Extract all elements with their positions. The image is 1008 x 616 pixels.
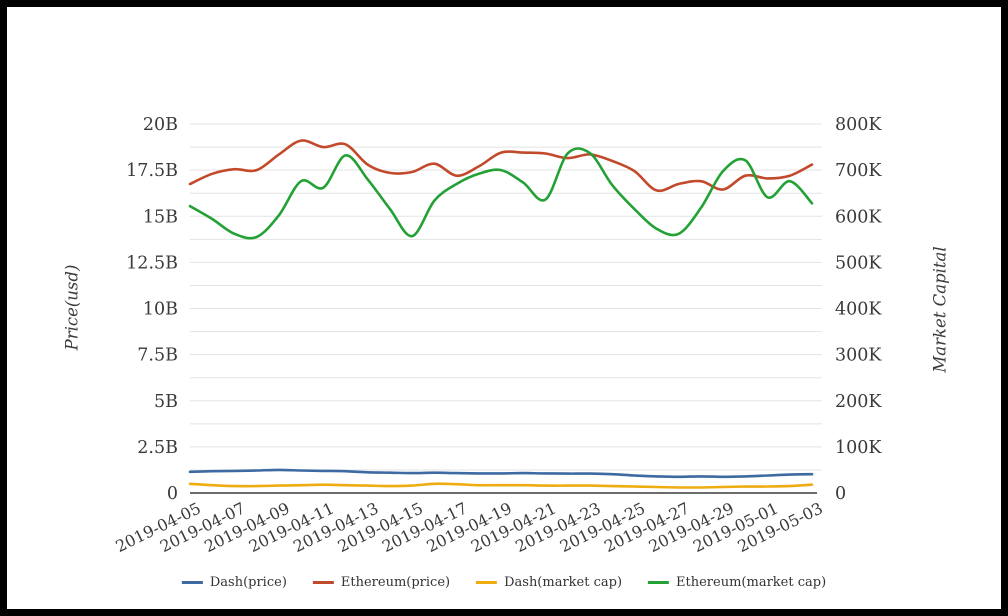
left-axis-tick-label: 7.5B — [137, 346, 178, 366]
left-axis-tick-label: 15B — [143, 207, 178, 227]
series-line-ethereum-market-cap — [188, 147, 814, 240]
left-axis-tick-label: 10B — [143, 300, 178, 320]
right-axis-tick-label: 300K — [835, 346, 882, 366]
right-axis-tick-label: 700K — [835, 161, 882, 181]
legend-label-dash-market-cap: Dash(market cap) — [504, 575, 623, 590]
left-axis-tick-label: 17.5B — [126, 161, 178, 181]
left-axis-tick-label: 2.5B — [137, 438, 178, 458]
right-axis-tick-label: 100K — [835, 438, 882, 458]
right-axis-tick-label: 0 — [835, 484, 846, 504]
right-axis-tick-label: 600K — [835, 207, 882, 227]
legend-swatch-dash-market-cap — [476, 581, 498, 584]
right-axis-tick-label: 800K — [835, 115, 882, 135]
legend-label-dash-price: Dash(price) — [209, 575, 287, 590]
series-line-ethereum-price — [188, 139, 814, 193]
right-axis-title: Market Capital — [930, 246, 950, 373]
legend-item-ethereum-price: Ethereum(price) — [312, 575, 451, 590]
legend-item-dash-market-cap: Dash(market cap) — [476, 575, 622, 590]
legend-label-ethereum-market-cap: Ethereum(market cap) — [676, 575, 827, 590]
right-axis-tick-label: 500K — [835, 253, 882, 273]
chart-legend: Dash(price) Ethereum(price) Dash(market … — [181, 575, 826, 590]
left-axis-title: Price(usd) — [62, 264, 82, 351]
legend-item-ethereum-market-cap: Ethereum(market cap) — [648, 575, 826, 590]
left-axis-tick-label: 12.5B — [126, 253, 178, 273]
legend-swatch-dash-price — [181, 581, 203, 584]
series-line-dash-market-cap — [188, 482, 814, 489]
series-line-dash-price — [188, 468, 814, 479]
legend-label-ethereum-price: Ethereum(price) — [340, 575, 451, 590]
legend-swatch-ethereum-price — [312, 581, 334, 584]
legend-swatch-ethereum-market-cap — [648, 581, 670, 584]
right-axis-tick-label: 200K — [835, 392, 882, 412]
left-axis-tick-label: 5B — [154, 392, 178, 412]
left-axis-tick-label: 20B — [143, 115, 178, 135]
right-axis-tick-label: 400K — [835, 300, 882, 320]
legend-item-dash-price: Dash(price) — [181, 575, 287, 590]
left-axis-tick-label: 0 — [167, 484, 178, 504]
